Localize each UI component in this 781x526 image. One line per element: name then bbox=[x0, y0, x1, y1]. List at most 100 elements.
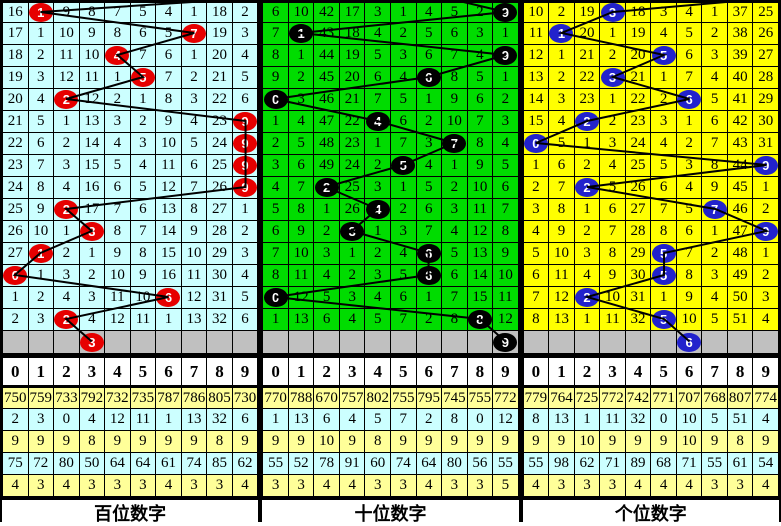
trend-cell: 42 bbox=[726, 110, 754, 133]
stats-cell: 4 bbox=[313, 474, 340, 497]
digit-header-cell: 5 bbox=[389, 357, 417, 388]
trend-cell: 1 bbox=[180, 2, 208, 23]
winning-number-circle: 1 bbox=[29, 244, 53, 263]
trend-cell: 4 bbox=[53, 176, 80, 199]
trend-cell: 4 bbox=[492, 132, 519, 155]
stats-cell: 2 bbox=[415, 408, 443, 431]
trend-cell: 16 bbox=[78, 176, 106, 199]
trend-cell: 11 bbox=[78, 66, 106, 89]
trend-cell: 3 bbox=[313, 242, 340, 265]
trend-cell: 8 bbox=[155, 88, 182, 111]
trend-cell: 4 bbox=[675, 2, 703, 23]
trend-cell: 19 bbox=[206, 22, 233, 45]
digit-header-cell: 1 bbox=[548, 357, 575, 388]
winning-number-circle: 8 bbox=[468, 310, 492, 329]
trend-cell: 15 bbox=[466, 286, 494, 309]
trend-cell: 2 bbox=[522, 176, 550, 199]
trend-cell: 5 bbox=[650, 264, 677, 287]
trend-cell: 1 bbox=[573, 198, 601, 221]
trend-cell: 12 bbox=[104, 308, 131, 331]
stats-cell: 771 bbox=[650, 386, 677, 409]
trend-row: 8 1 44 19 5 3 6 7 4 9 bbox=[262, 44, 519, 67]
prediction-cell bbox=[287, 330, 315, 353]
trend-cell: 4 bbox=[338, 308, 366, 331]
trend-cell: 4 bbox=[701, 66, 728, 89]
winning-number-circle: 2 bbox=[54, 310, 79, 329]
trend-row: 20 4 2 12 2 1 8 3 22 6 bbox=[2, 88, 259, 111]
stats-cell: 742 bbox=[624, 386, 652, 409]
trend-cell: 5 bbox=[129, 176, 157, 199]
trend-cell: 8 bbox=[466, 132, 494, 155]
trend-cell: 5 bbox=[650, 44, 677, 67]
trend-cell: 4 bbox=[466, 44, 494, 67]
trend-cell: 3 bbox=[338, 220, 366, 243]
stats-cell: 764 bbox=[548, 386, 575, 409]
trend-cell: 7 bbox=[155, 66, 182, 89]
stats-cell: 795 bbox=[415, 386, 443, 409]
stats-cell: 9 bbox=[752, 430, 779, 453]
trend-cell: 6 bbox=[129, 22, 157, 45]
trend-cell: 43 bbox=[726, 132, 754, 155]
trend-cell: 20 bbox=[624, 44, 652, 67]
stats-cell: 61 bbox=[155, 452, 182, 475]
trend-cell: 4 bbox=[752, 308, 779, 331]
panel-title-tens: 十位数字 bbox=[262, 497, 519, 526]
trend-cell: 2 bbox=[2, 308, 29, 331]
trend-cell: 2 bbox=[53, 308, 80, 331]
trend-row: 1 2 4 3 11 10 6 12 31 5 bbox=[2, 286, 259, 309]
trend-cell: 32 bbox=[206, 308, 233, 331]
stats-cell: 759 bbox=[27, 386, 55, 409]
winning-number-circle: 3 bbox=[80, 222, 104, 241]
trend-cell: 8 bbox=[104, 22, 131, 45]
stats-cell: 12 bbox=[104, 408, 131, 431]
digit-header-cell: 6 bbox=[155, 357, 182, 388]
trend-cell: 5 bbox=[522, 242, 550, 265]
stats-row: 9 9 10 9 9 9 10 9 8 9 bbox=[522, 430, 779, 453]
stats-cell: 9 bbox=[287, 430, 315, 453]
trend-row: 8 13 1 11 32 5 10 5 51 4 bbox=[522, 308, 779, 331]
stats-cell: 3 bbox=[206, 474, 233, 497]
trend-cell: 4 bbox=[104, 132, 131, 155]
trend-row: 26 10 1 3 8 7 14 9 28 2 bbox=[2, 220, 259, 243]
trend-row: 2 3 2 4 12 11 1 13 32 6 bbox=[2, 308, 259, 331]
trend-cell: 9 bbox=[492, 2, 519, 23]
trend-row: 23 7 3 15 5 4 11 6 25 9 bbox=[2, 154, 259, 177]
trend-cell: 6 bbox=[364, 66, 391, 89]
trend-cell: 16 bbox=[2, 2, 29, 23]
trend-cell: 4 bbox=[287, 110, 315, 133]
trend-cell: 7 bbox=[650, 198, 677, 221]
digit-header-cell: 9 bbox=[752, 357, 779, 388]
trend-cell: 8 bbox=[522, 308, 550, 331]
stats-cell: 55 bbox=[262, 452, 289, 475]
trend-cell: 1 bbox=[364, 132, 391, 155]
trend-row: 3 8 1 6 27 7 5 7 46 2 bbox=[522, 198, 779, 221]
units-trend-grid: 10 2 19 3 18 3 4 1 37 25 11 1 20 1 19 4 5 2 38 26 12 1 21 2 20 5 6… bbox=[522, 2, 779, 353]
trend-cell: 10 bbox=[466, 176, 494, 199]
trend-cell: 13 bbox=[466, 242, 494, 265]
trend-cell: 5 bbox=[441, 2, 468, 23]
trend-cell: 39 bbox=[726, 44, 754, 67]
trend-cell: 23 bbox=[624, 110, 652, 133]
trend-cell: 6 bbox=[155, 44, 182, 67]
trend-cell: 6 bbox=[441, 264, 468, 287]
trend-row: 0 3 46 21 7 5 1 9 6 2 bbox=[262, 88, 519, 111]
trend-cell: 2 bbox=[389, 198, 417, 221]
trend-row: 4 9 2 7 28 8 6 1 47 9 bbox=[522, 220, 779, 243]
trend-cell: 24 bbox=[624, 132, 652, 155]
stats-cell: 51 bbox=[726, 408, 754, 431]
digit-header-cell: 8 bbox=[466, 357, 494, 388]
trend-cell: 2 bbox=[313, 176, 340, 199]
stats-cell: 725 bbox=[573, 386, 601, 409]
trend-cell: 1 bbox=[752, 176, 779, 199]
trend-cell: 3 bbox=[364, 264, 391, 287]
stats-cell: 4 bbox=[338, 474, 366, 497]
prediction-cell bbox=[262, 330, 289, 353]
stats-cell: 4 bbox=[53, 474, 80, 497]
trend-cell: 18 bbox=[2, 44, 29, 67]
digit-header-cell: 1 bbox=[27, 357, 55, 388]
trend-cell: 26 bbox=[2, 220, 29, 243]
stats-cell: 5 bbox=[364, 408, 391, 431]
trend-cell: 9 bbox=[180, 220, 208, 243]
trend-cell: 27 bbox=[752, 44, 779, 67]
trend-cell: 0 bbox=[2, 264, 29, 287]
